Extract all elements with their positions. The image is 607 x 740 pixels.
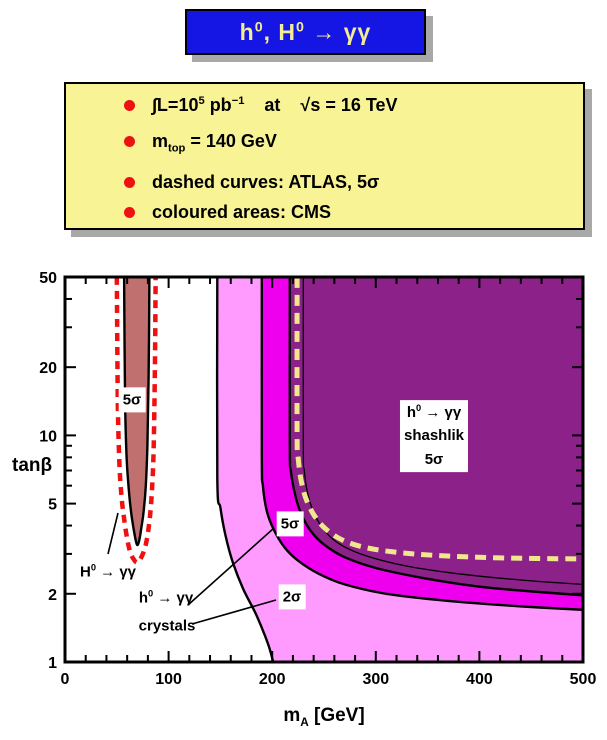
x-tick-label: 200 xyxy=(259,671,286,688)
legend-item: coloured areas: CMS xyxy=(124,199,331,225)
y-tick-label: 20 xyxy=(39,360,57,377)
pointer-line xyxy=(107,512,119,555)
y-axis-label: tanβ xyxy=(12,455,53,476)
legend-item-label: ∫L=105 pb−1 at √s = 16 TeV xyxy=(152,94,398,115)
legend-item-label: mtop = 140 GeV xyxy=(152,130,277,155)
bullet-icon xyxy=(124,135,135,147)
bullet-icon xyxy=(124,176,135,188)
bullet-icon xyxy=(124,206,135,218)
label-H0-band-5sigma: 5σ xyxy=(118,387,146,413)
y-tick-label: 50 xyxy=(39,270,57,287)
x-tick-label: 400 xyxy=(466,671,493,688)
x-axis-label: mA [GeV] xyxy=(283,705,365,729)
bullet-icon xyxy=(124,99,135,111)
label-crystals-word: crystals xyxy=(138,617,196,635)
y-tick-label: 2 xyxy=(48,587,57,604)
y-tick-label: 1 xyxy=(48,655,57,672)
legend-item: ∫L=105 pb−1 at √s = 16 TeV xyxy=(124,92,398,118)
x-tick-label: 500 xyxy=(570,671,597,688)
y-tick-label: 10 xyxy=(39,428,57,445)
label-crystals-2sigma: 2σ xyxy=(278,584,306,610)
legend-item: mtop = 140 GeV xyxy=(124,128,277,154)
label-H0-gammagamma: H0 → γγ xyxy=(79,562,137,581)
legend-box: ∫L=105 pb−1 at √s = 16 TeV mtop = 140 Ge… xyxy=(64,82,585,230)
curve-atlas-H0-5sigma-red-dashed xyxy=(114,276,158,565)
curve-atlas-h0-5sigma-yellow-dashed xyxy=(294,276,584,562)
x-tick-label: 300 xyxy=(362,671,389,688)
label-h0-gammagamma: h0 → γγ xyxy=(138,588,194,607)
title-box: h0, H0 → γγ xyxy=(185,9,426,55)
label-shashlik: h0 → γγ shashlik 5σ xyxy=(399,400,469,472)
label-crystals-5sigma: 5σ xyxy=(276,511,304,537)
contour-shashlik-inner-thin xyxy=(302,276,584,586)
x-tick-label: 100 xyxy=(155,671,182,688)
legend-item-label: coloured areas: CMS xyxy=(152,201,332,222)
legend-item: dashed curves: ATLAS, 5σ xyxy=(124,169,379,195)
page-title: h0, H0 → γγ xyxy=(239,18,372,45)
y-tick-label: 5 xyxy=(48,497,57,514)
pointer-line xyxy=(187,527,275,606)
x-tick-label: 0 xyxy=(61,671,70,688)
pointer-line xyxy=(191,599,277,625)
legend-item-label: dashed curves: ATLAS, 5σ xyxy=(152,171,380,192)
